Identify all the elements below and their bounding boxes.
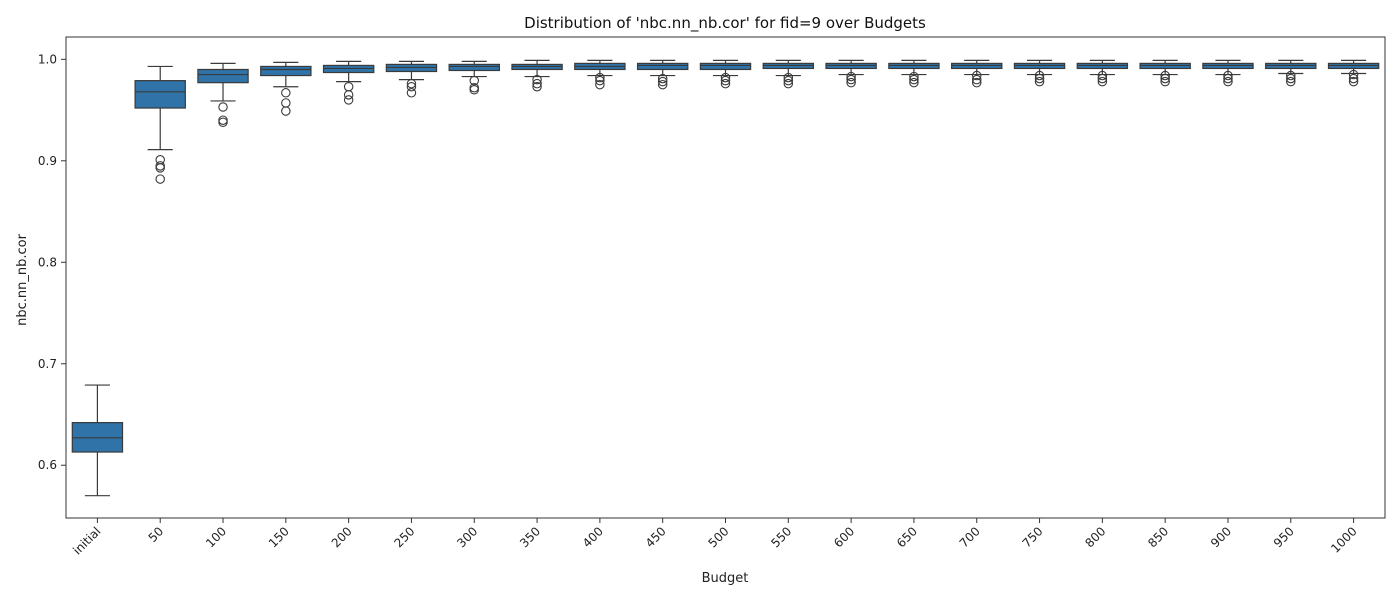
box-group xyxy=(700,60,750,88)
y-tick-label: 0.7 xyxy=(38,357,57,371)
x-axis: initial 50 100 150 200 250 300 350 400 450 500 550 6… xyxy=(70,518,1359,557)
box-group xyxy=(72,385,122,496)
outlier-point xyxy=(219,103,227,111)
box-group xyxy=(1014,60,1064,86)
outlier-point xyxy=(219,116,227,124)
box-group xyxy=(952,60,1002,87)
x-tick-label: 500 xyxy=(706,524,732,550)
box-group xyxy=(638,60,688,89)
outlier-point xyxy=(282,107,290,115)
y-tick-label: 0.8 xyxy=(38,255,57,269)
chart-title: Distribution of 'nbc.nn_nb.cor' for fid=… xyxy=(524,14,926,33)
box-group xyxy=(386,61,436,97)
box-group xyxy=(826,60,876,87)
outlier-point xyxy=(470,86,478,94)
box-group xyxy=(889,60,939,87)
outlier-point xyxy=(344,96,352,104)
box-iqr xyxy=(135,81,185,108)
x-tick-label: 150 xyxy=(266,524,292,550)
y-tick-label: 0.9 xyxy=(38,154,57,168)
y-axis-label: nbc.nn_nb.cor xyxy=(15,233,30,325)
y-axis: 0.6 0.7 0.8 0.9 1.0 xyxy=(38,52,66,472)
x-tick-label: 750 xyxy=(1020,524,1046,550)
x-tick-label: 250 xyxy=(391,524,417,550)
x-tick-label: 400 xyxy=(580,524,606,550)
x-tick-label: 200 xyxy=(329,524,355,550)
x-tick-label: 850 xyxy=(1145,524,1171,550)
x-tick-label: 600 xyxy=(831,524,857,550)
box-iqr xyxy=(261,66,311,75)
box-group xyxy=(575,60,625,89)
x-tick-label: 950 xyxy=(1271,524,1297,550)
x-tick-label: 700 xyxy=(957,524,983,550)
box-group xyxy=(1328,60,1378,86)
y-tick-label: 0.6 xyxy=(38,458,57,472)
x-tick-label: 300 xyxy=(454,524,480,550)
outlier-point xyxy=(407,89,415,97)
y-tick-label: 1.0 xyxy=(38,52,57,66)
outlier-point xyxy=(156,162,164,170)
box-iqr xyxy=(198,69,248,82)
x-tick-label: 800 xyxy=(1082,524,1108,550)
outlier-point xyxy=(156,164,164,172)
box-group xyxy=(1266,60,1316,86)
x-tick-label: initial xyxy=(70,524,103,557)
plot-frame xyxy=(66,37,1385,518)
box-iqr xyxy=(449,64,499,70)
outlier-point xyxy=(344,91,352,99)
box-group xyxy=(763,60,813,88)
box-group xyxy=(261,62,311,115)
x-axis-label: Budget xyxy=(702,571,749,586)
outlier-point xyxy=(282,99,290,107)
box-group xyxy=(1203,60,1253,86)
box-group xyxy=(449,61,499,94)
x-tick-label: 450 xyxy=(643,524,669,550)
box-group xyxy=(135,66,185,183)
box-group xyxy=(198,63,248,126)
box-group xyxy=(1077,60,1127,86)
x-tick-label: 50 xyxy=(146,524,167,545)
x-tick-label: 1000 xyxy=(1328,524,1359,555)
box-group xyxy=(324,61,374,104)
outlier-point xyxy=(344,83,352,91)
outlier-point xyxy=(219,118,227,126)
box-group xyxy=(1140,60,1190,86)
outlier-point xyxy=(282,89,290,97)
x-tick-label: 650 xyxy=(894,524,920,550)
x-tick-label: 900 xyxy=(1208,524,1234,550)
outlier-point xyxy=(156,175,164,183)
x-tick-label: 100 xyxy=(203,524,229,550)
box-iqr xyxy=(638,63,688,69)
plot-area xyxy=(66,37,1385,518)
box-group xyxy=(512,60,562,91)
box-iqr xyxy=(700,63,750,69)
x-tick-label: 350 xyxy=(517,524,543,550)
x-tick-label: 550 xyxy=(768,524,794,550)
